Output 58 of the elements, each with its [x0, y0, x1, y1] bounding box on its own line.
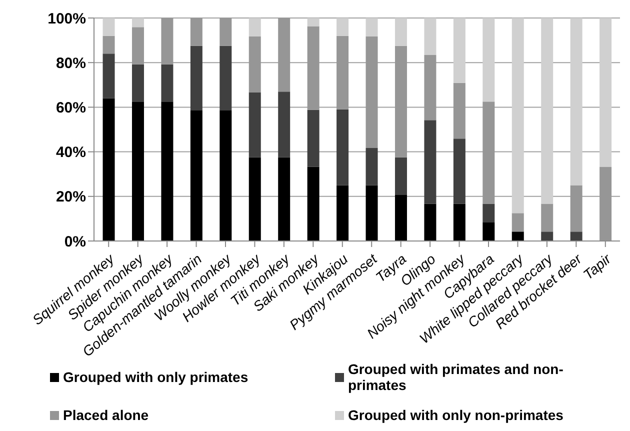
y-tick-label: 40% [56, 144, 86, 162]
bar [512, 232, 524, 241]
bar [161, 64, 174, 102]
y-tick-label: 0% [64, 233, 86, 250]
bar [220, 110, 232, 241]
legend-label: Grouped with only non-primates [348, 407, 564, 423]
bar [161, 102, 174, 241]
bar [336, 18, 349, 36]
bar [102, 98, 115, 241]
bar [307, 110, 320, 167]
bar [248, 157, 261, 241]
y-tick-label: 20% [56, 188, 86, 206]
bar [102, 54, 115, 98]
bar [512, 213, 524, 232]
bar [220, 46, 232, 111]
bar [336, 185, 349, 241]
bar [570, 18, 582, 186]
bar [307, 166, 320, 241]
bar [600, 18, 612, 167]
bar [482, 222, 495, 241]
bar [366, 18, 378, 37]
bar [307, 18, 320, 26]
bar [278, 92, 290, 158]
legend-label: Placed alone [63, 407, 149, 423]
legend-label: Grouped with primates and non-primates [348, 361, 564, 393]
bar [570, 232, 582, 241]
legend-label: Grouped with only primates [63, 369, 248, 385]
bar [394, 18, 407, 46]
bar [248, 92, 261, 158]
bar [132, 18, 144, 28]
bar [190, 46, 202, 111]
bar [278, 157, 290, 241]
bar [541, 18, 554, 204]
bar [102, 36, 115, 54]
y-tick-label: 60% [56, 100, 86, 117]
bar [366, 148, 378, 186]
bar [102, 18, 115, 36]
bar [453, 204, 466, 241]
bar [132, 64, 144, 102]
y-tick-label: 100% [48, 10, 86, 28]
bar [190, 110, 202, 241]
bar [453, 18, 466, 83]
bar [541, 204, 554, 232]
bar [336, 109, 349, 186]
bar [482, 18, 495, 102]
bar [424, 204, 436, 241]
bar [248, 18, 261, 37]
bar [453, 138, 466, 204]
bar [132, 102, 144, 241]
bar [512, 18, 524, 214]
bar [541, 232, 554, 241]
bar [424, 120, 436, 204]
bar [424, 18, 436, 56]
bar [366, 185, 378, 241]
bar [394, 157, 407, 195]
bar [482, 204, 495, 222]
bar [394, 194, 407, 241]
y-tick-label: 80% [56, 54, 86, 72]
